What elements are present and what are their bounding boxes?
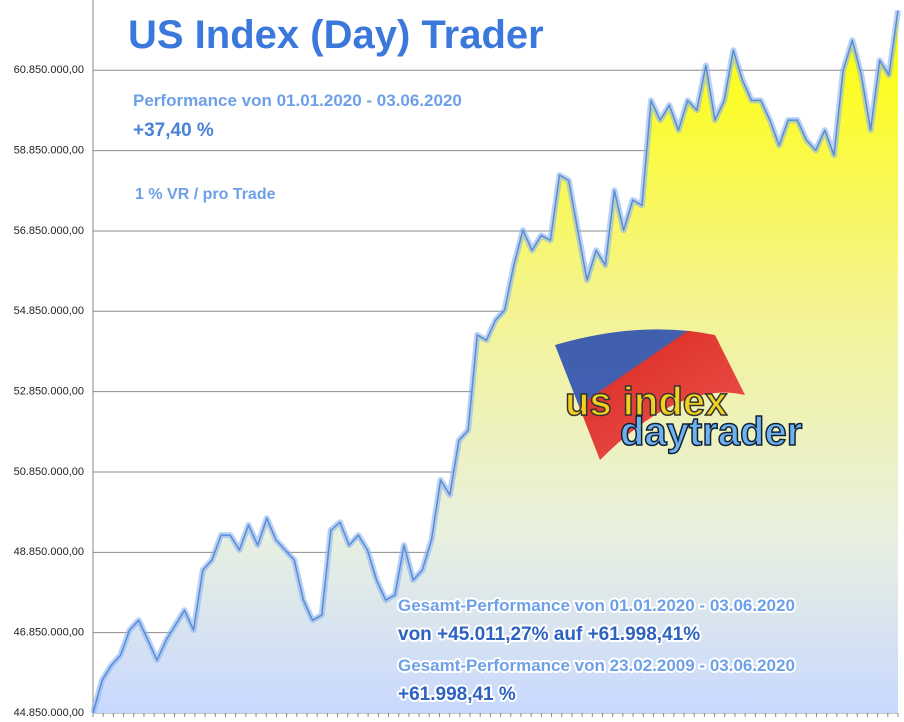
- area: [93, 10, 898, 713]
- y-tick-label: 54.850.000,00: [14, 305, 84, 317]
- line: [92, 10, 899, 714]
- y-tick-label: 56.850.000,00: [14, 225, 84, 237]
- total-value: +61.998,41 %: [398, 684, 516, 705]
- y-tick-label: 44.850.000,00: [14, 707, 84, 719]
- total-value: von +45.011,27% auf +61.998,41%: [398, 624, 700, 645]
- chart-title: US Index (Day) Trader: [128, 13, 544, 57]
- logo-text: us index: [565, 380, 727, 424]
- y-tick-label: 60.850.000,00: [14, 64, 84, 76]
- logo: us index daytrader: [555, 329, 803, 460]
- y-tick-label: 50.850.000,00: [14, 466, 84, 478]
- y-tick-label: 48.850.000,00: [14, 546, 84, 558]
- y-tick-label: 52.850.000,00: [14, 386, 84, 398]
- flag-icon: [555, 329, 745, 460]
- logo-text: daytrader: [620, 410, 802, 454]
- y-tick-label: 58.850.000,00: [14, 145, 84, 157]
- performance-value: +37,40 %: [133, 120, 214, 141]
- performance-label: Performance von 01.01.2020 - 03.06.2020: [133, 91, 462, 110]
- risk-note: 1 % VR / pro Trade: [135, 186, 276, 203]
- plot: [90, 9, 901, 714]
- y-tick-label: 46.850.000,00: [14, 627, 84, 639]
- overlay: US Index (Day) Trader Performance von 01…: [126, 11, 797, 707]
- total-label: Gesamt-Performance von 01.01.2020 - 03.0…: [398, 596, 795, 615]
- total-label: Gesamt-Performance von 23.02.2009 - 03.0…: [398, 656, 795, 675]
